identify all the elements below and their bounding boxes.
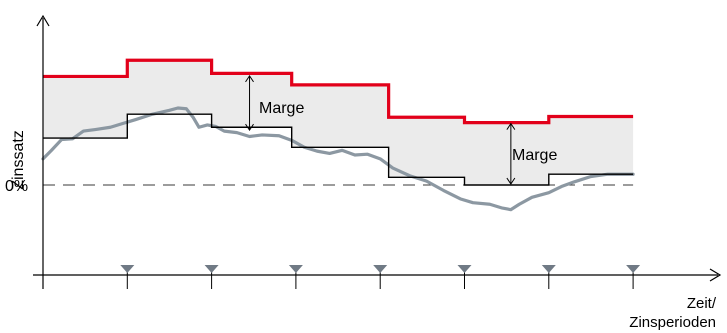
margin-band <box>43 60 634 186</box>
period-marker <box>626 265 641 273</box>
period-marker <box>288 265 303 273</box>
margin-band-layer <box>43 60 634 186</box>
period-marker <box>120 265 135 273</box>
margin-arrow-head-bottom <box>506 177 516 185</box>
upper-rate-layer <box>43 58 634 125</box>
period-marker <box>204 265 219 273</box>
base-rate-layer <box>43 113 634 186</box>
period-marker <box>541 265 556 273</box>
x-axis-arrow <box>709 268 722 282</box>
base-rate-step-line <box>43 113 634 186</box>
margin-arrow-head-bottom <box>245 123 254 132</box>
period-marker <box>457 265 472 273</box>
margin-arrow-head-top <box>506 122 516 130</box>
period-marker <box>373 265 388 273</box>
y-axis-arrow <box>36 14 50 27</box>
margin-arrow-head-top <box>245 74 254 83</box>
margin-annotation-layer <box>245 74 516 185</box>
upper-rate-step-line <box>43 58 634 125</box>
period-marker-layer <box>120 265 641 273</box>
x-axis-label-line-2: Zinsperioden <box>629 314 716 331</box>
margin-label-1: Marge <box>259 100 304 117</box>
margin-label-2: Marge <box>512 147 557 164</box>
x-axis-label-line-1: Zeit/ <box>687 295 717 312</box>
y-axis-label: Zinssatz <box>10 130 27 190</box>
zero-label: 0% <box>5 178 28 195</box>
axes-layer <box>33 14 722 289</box>
